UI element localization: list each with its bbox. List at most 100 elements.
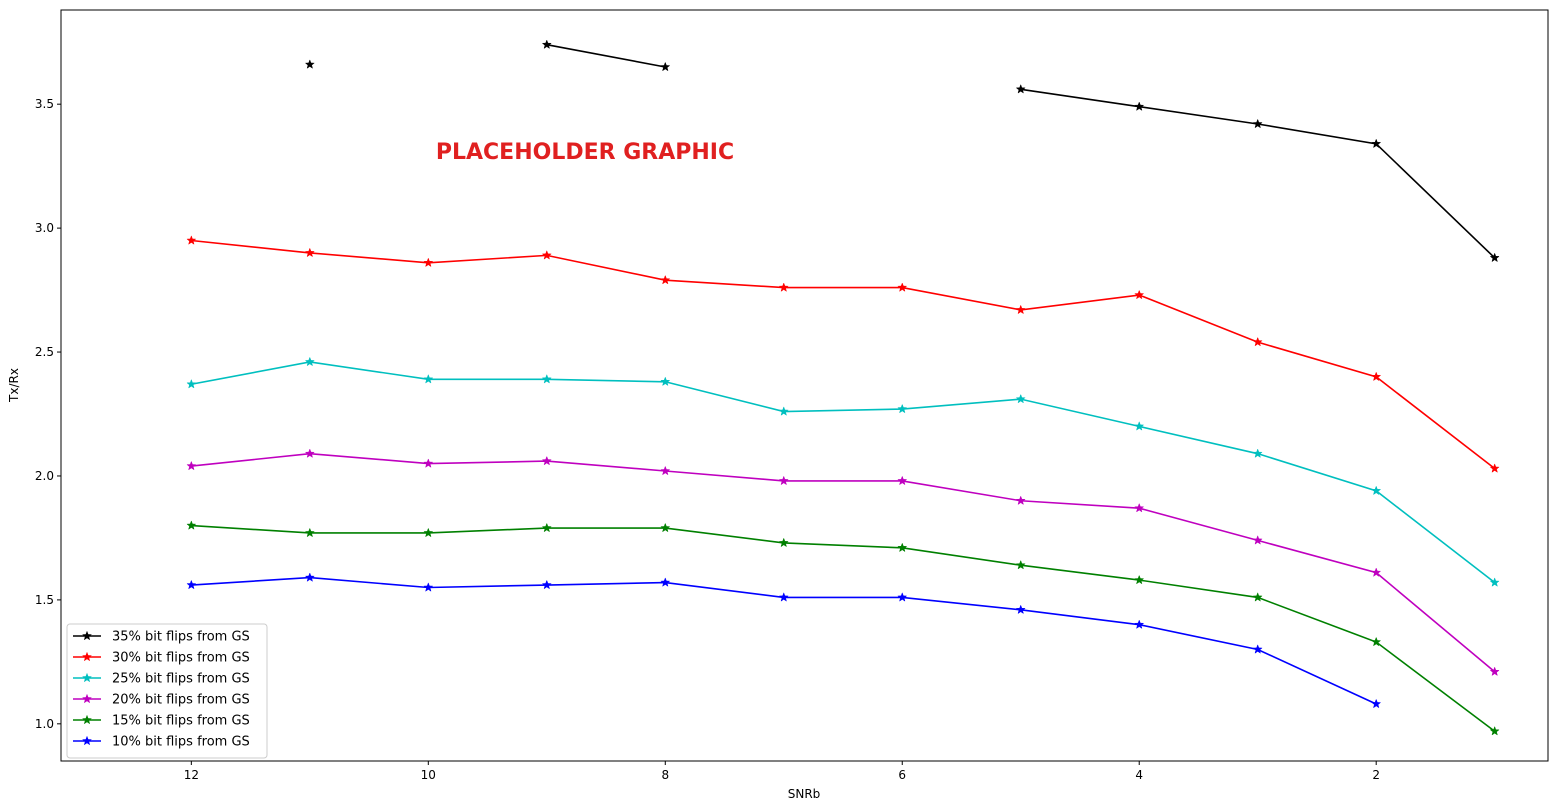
- data-point-marker: [423, 373, 434, 384]
- data-point-marker: [1489, 463, 1500, 473]
- legend: 35% bit flips from GS 30% bit flips from …: [66, 623, 268, 759]
- data-point-marker: [423, 257, 434, 268]
- data-point-marker: [541, 579, 552, 590]
- series-layer: [186, 39, 1500, 736]
- data-point-marker: [897, 592, 908, 602]
- data-point-marker: [1015, 83, 1026, 94]
- data-point-marker: [660, 577, 671, 587]
- legend-swatch-marker: [81, 714, 93, 725]
- series-3: [186, 448, 1500, 677]
- y-tick-label: 1.5: [35, 593, 54, 607]
- data-point-marker: [1134, 289, 1145, 300]
- data-point-marker: [1252, 644, 1263, 654]
- data-point-marker: [541, 522, 552, 533]
- y-tick-label: 3.0: [35, 221, 54, 235]
- data-point-marker: [304, 247, 315, 258]
- data-point-marker: [1015, 559, 1026, 570]
- legend-swatch-marker: [81, 672, 93, 683]
- data-point-marker: [1252, 336, 1263, 347]
- data-point-marker: [897, 475, 908, 486]
- data-point-marker: [1489, 577, 1500, 587]
- data-point-marker: [186, 520, 197, 530]
- data-point-marker: [1252, 448, 1263, 458]
- x-axis-label: SNRb: [788, 787, 821, 801]
- data-point-marker: [186, 235, 197, 245]
- x-tick-label: 10: [421, 768, 436, 782]
- x-tick-label: 12: [184, 768, 199, 782]
- data-point-marker: [660, 376, 671, 387]
- data-point-marker: [1134, 574, 1145, 585]
- watermark-text: PLACEHOLDER GRAPHIC: [436, 140, 734, 165]
- series-1: [186, 235, 1500, 473]
- y-tick-label: 1.0: [35, 717, 54, 731]
- data-point-marker: [186, 378, 197, 389]
- series-line: [191, 524, 1496, 732]
- data-point-marker: [541, 373, 552, 384]
- data-point-marker: [1371, 698, 1382, 709]
- data-point-marker: [1489, 725, 1500, 736]
- data-point-marker: [778, 282, 789, 292]
- series-line: [191, 239, 1496, 470]
- legend-entry-label: 10% bit flips from GS: [112, 735, 250, 750]
- series-2: [186, 356, 1500, 587]
- data-point-marker: [1015, 304, 1026, 315]
- data-point-marker: [897, 282, 908, 292]
- y-tick-label: 2.0: [35, 469, 54, 483]
- x-tick-label: 4: [1135, 768, 1143, 782]
- data-point-marker: [660, 274, 671, 285]
- data-point-marker: [1134, 421, 1145, 431]
- data-point-marker: [1015, 393, 1026, 404]
- data-point-marker: [778, 475, 789, 486]
- data-point-marker: [304, 356, 315, 367]
- data-point-marker: [1134, 502, 1145, 513]
- data-point-marker: [1252, 118, 1263, 129]
- data-point-marker: [660, 522, 671, 533]
- legend-swatch-marker: [81, 735, 93, 746]
- data-point-marker: [1371, 138, 1382, 149]
- data-point-marker: [541, 250, 552, 260]
- legend-entry-label: 15% bit flips from GS: [112, 714, 250, 729]
- legend-box: [66, 623, 268, 759]
- data-point-marker: [778, 592, 789, 602]
- data-point-marker: [1015, 604, 1026, 615]
- data-point-marker: [1371, 567, 1382, 577]
- series-line: [191, 361, 1496, 584]
- plot-area: [60, 9, 1549, 762]
- y-tick-label: 2.5: [35, 345, 54, 359]
- x-tick-label: 6: [898, 768, 906, 782]
- y-tick-label: 3.5: [35, 97, 54, 111]
- data-point-marker: [897, 403, 908, 414]
- x-axis: 12 10 8 6 4 2: [184, 761, 1380, 782]
- data-point-marker: [660, 465, 671, 476]
- series-4: [186, 520, 1500, 736]
- legend-swatch-marker: [81, 693, 93, 704]
- series-line: [546, 43, 666, 68]
- data-point-marker: [304, 527, 315, 538]
- y-axis-label: Tx/Rx: [7, 368, 21, 403]
- legend-swatch-marker: [81, 651, 93, 662]
- data-point-marker: [778, 406, 789, 416]
- data-point-marker: [423, 458, 434, 468]
- data-point-marker: [541, 455, 552, 466]
- x-tick-label: 8: [661, 768, 669, 782]
- legend-entry-label: 20% bit flips from GS: [112, 693, 250, 708]
- legend-entry-label: 35% bit flips from GS: [112, 630, 250, 645]
- data-point-marker: [541, 39, 552, 49]
- legend-swatch-marker: [81, 630, 93, 641]
- data-point-marker: [186, 579, 197, 590]
- data-point-marker: [304, 572, 315, 582]
- data-point-marker: [1015, 495, 1026, 506]
- data-point-marker: [1371, 371, 1382, 382]
- data-point-marker: [304, 448, 315, 458]
- legend-entry-label: 30% bit flips from GS: [112, 651, 250, 666]
- data-point-marker: [897, 542, 908, 553]
- series-0: [304, 39, 1500, 263]
- data-point-marker: [1371, 485, 1382, 496]
- data-point-marker: [778, 537, 789, 548]
- legend-entry-label: 25% bit flips from GS: [112, 672, 250, 687]
- data-point-marker: [1371, 636, 1382, 647]
- data-point-marker: [1252, 592, 1263, 602]
- data-point-marker: [1489, 252, 1500, 263]
- data-point-marker: [186, 460, 197, 471]
